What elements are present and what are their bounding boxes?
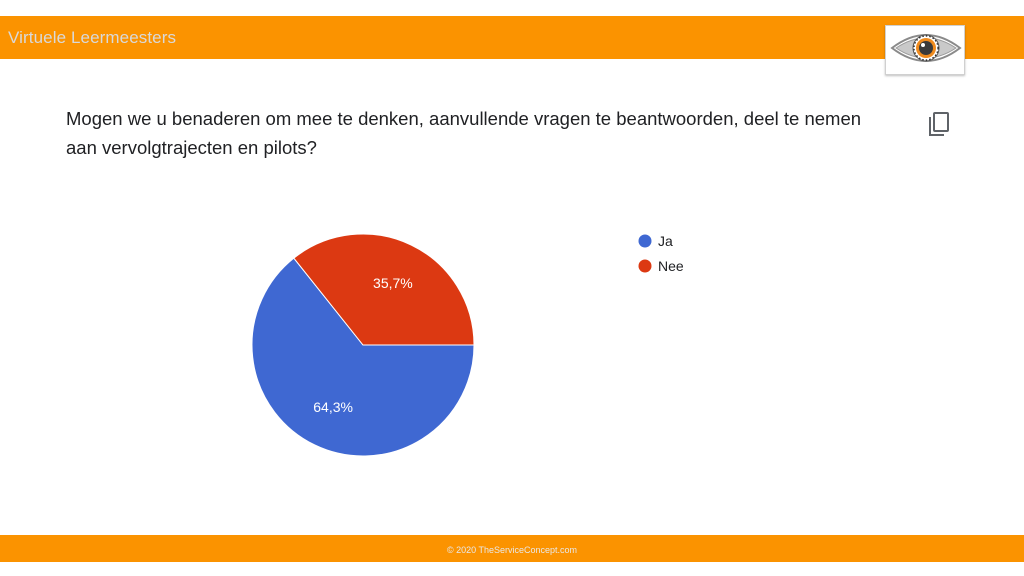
slice-label-nee: 35,7%: [373, 275, 413, 291]
pie-slice-labels: 64,3% 35,7%: [313, 275, 412, 415]
copy-chart-button[interactable]: [926, 111, 952, 139]
eye-icon: [890, 34, 962, 62]
header-bar: Virtuele Leermeesters: [0, 16, 1024, 59]
legend-label-ja[interactable]: Ja: [658, 233, 673, 249]
brand-title: Virtuele Leermeesters: [8, 28, 177, 47]
legend-marker-nee[interactable]: [638, 259, 652, 273]
slice-label-ja: 64,3%: [313, 399, 353, 415]
copy-icon: [929, 112, 949, 136]
footer-copyright: © 2020 TheServiceConcept.com: [446, 545, 578, 555]
pie-slices: [251, 233, 475, 457]
footer-bar: © 2020 TheServiceConcept.com: [0, 535, 1024, 562]
pie-slice-ja[interactable]: [251, 257, 475, 457]
legend-marker-ja[interactable]: [638, 234, 652, 248]
legend-label-nee[interactable]: Nee: [658, 258, 684, 274]
eye-logo: [885, 25, 965, 75]
chart-legend: Ja Nee: [638, 233, 684, 274]
pie-slice-nee[interactable]: [293, 233, 475, 346]
question-text: Mogen we u benaderen om mee te denken, a…: [66, 108, 862, 158]
